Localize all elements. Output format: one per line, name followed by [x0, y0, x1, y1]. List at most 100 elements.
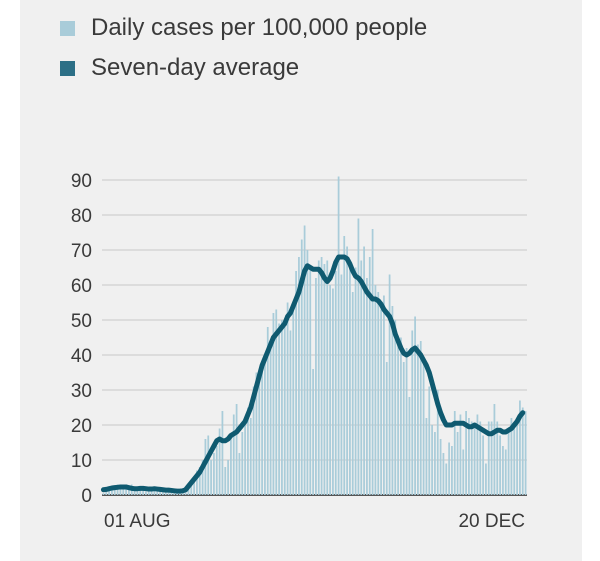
daily-cases-bar [360, 260, 363, 495]
daily-cases-bar [354, 267, 357, 495]
y-tick-label: 30 [71, 381, 92, 402]
y-tick-label: 90 [71, 171, 92, 192]
daily-cases-bar [224, 467, 227, 495]
legend-item-daily: Daily cases per 100,000 people [60, 8, 427, 48]
daily-cases-bar [150, 489, 153, 495]
daily-cases-bar [507, 428, 510, 495]
daily-cases-bar [156, 491, 159, 495]
daily-cases-bar [210, 460, 212, 495]
daily-cases-bar [349, 260, 351, 495]
daily-cases-bar [136, 489, 139, 495]
daily-cases-bar [232, 414, 235, 495]
daily-cases-bar [434, 432, 436, 495]
daily-cases-bar [425, 418, 428, 495]
legend-swatch-average [60, 60, 75, 76]
daily-cases-bar [448, 442, 450, 495]
daily-cases-bar [213, 453, 215, 495]
daily-cases-bar [128, 488, 130, 495]
daily-cases-bar [394, 320, 397, 495]
y-tick-label: 20 [71, 416, 92, 437]
x-tick-label: 20 DEC [458, 511, 525, 532]
daily-cases-bar [383, 295, 385, 495]
daily-cases-bar [346, 246, 348, 495]
daily-cases-bar [419, 341, 422, 495]
daily-cases-bar [221, 411, 224, 495]
daily-cases-bar [388, 274, 391, 495]
daily-cases-bar [142, 489, 144, 495]
legend: Daily cases per 100,000 people Seven-day… [60, 8, 427, 88]
daily-cases-bar [105, 491, 108, 495]
daily-cases-bar [249, 418, 252, 495]
daily-cases-bar [363, 246, 365, 495]
daily-cases-bar [468, 418, 470, 495]
daily-cases-bar [320, 257, 323, 495]
daily-cases-bar [513, 428, 516, 495]
daily-cases-bar [391, 306, 394, 495]
legend-swatch-daily [60, 20, 75, 36]
daily-cases-bar [473, 425, 476, 495]
daily-cases-bar [334, 271, 337, 495]
daily-cases-bar [139, 488, 142, 495]
daily-cases-bar [266, 327, 269, 495]
y-tick-label: 60 [71, 276, 92, 297]
y-tick-label: 50 [71, 311, 92, 332]
daily-cases-bar [108, 488, 110, 495]
y-tick-label: 40 [71, 346, 92, 367]
daily-cases-bar [306, 250, 309, 495]
daily-cases-bar [329, 285, 331, 495]
daily-cases-bar [357, 218, 360, 495]
daily-cases-bar [286, 302, 289, 495]
daily-cases-bar [521, 407, 524, 495]
daily-cases-bar [275, 309, 278, 495]
daily-cases-bar [417, 344, 419, 495]
daily-cases-bar [405, 348, 408, 495]
daily-cases-bar [122, 484, 125, 495]
daily-cases-bar [289, 330, 292, 495]
daily-cases-bar [414, 316, 416, 495]
daily-cases-bar [272, 313, 275, 495]
daily-cases-bar [255, 372, 258, 495]
daily-cases-bar [456, 432, 459, 495]
legend-label-daily: Daily cases per 100,000 people [91, 14, 428, 41]
legend-label-average: Seven-day average [91, 54, 300, 81]
daily-cases-bar [241, 432, 244, 495]
daily-cases-bar [269, 341, 272, 495]
daily-cases-bar [366, 278, 368, 495]
daily-cases-bar [207, 435, 210, 495]
daily-cases-bar [326, 260, 329, 495]
daily-cases-bar [312, 369, 314, 495]
daily-cases-bar [230, 435, 232, 495]
daily-cases-bar [261, 362, 263, 495]
daily-cases-bar [428, 386, 431, 495]
daily-cases-bar [465, 411, 467, 495]
daily-cases-bar [193, 477, 195, 495]
daily-cases-bar [133, 488, 136, 495]
daily-cases-bar [453, 411, 456, 495]
y-tick-label: 70 [71, 241, 92, 262]
daily-cases-bar [402, 362, 405, 495]
seven-day-average-line [100, 254, 526, 494]
daily-cases-bar [510, 418, 513, 495]
daily-cases-bar [368, 257, 371, 495]
daily-cases-bar [332, 288, 334, 495]
daily-cases-bar [235, 404, 238, 495]
daily-cases-bar [162, 491, 164, 495]
daily-cases-bar [258, 376, 261, 495]
daily-cases-bar [278, 323, 280, 495]
daily-cases-bar [125, 486, 127, 495]
daily-cases-bar [422, 362, 425, 495]
daily-cases-bar [451, 446, 453, 495]
daily-cases-bar [309, 267, 312, 495]
daily-cases-bar [476, 414, 479, 495]
daily-cases-bar [323, 264, 326, 495]
daily-cases-bar [315, 278, 317, 495]
x-tick-label: 01 AUG [104, 511, 171, 532]
daily-cases-bar [196, 470, 198, 495]
daily-cases-bar [298, 257, 300, 495]
daily-cases-bar [190, 481, 193, 495]
daily-cases-bar [459, 414, 462, 495]
daily-cases-bar [119, 488, 122, 495]
daily-cases-bar [519, 400, 521, 495]
daily-cases-bar [442, 453, 445, 495]
